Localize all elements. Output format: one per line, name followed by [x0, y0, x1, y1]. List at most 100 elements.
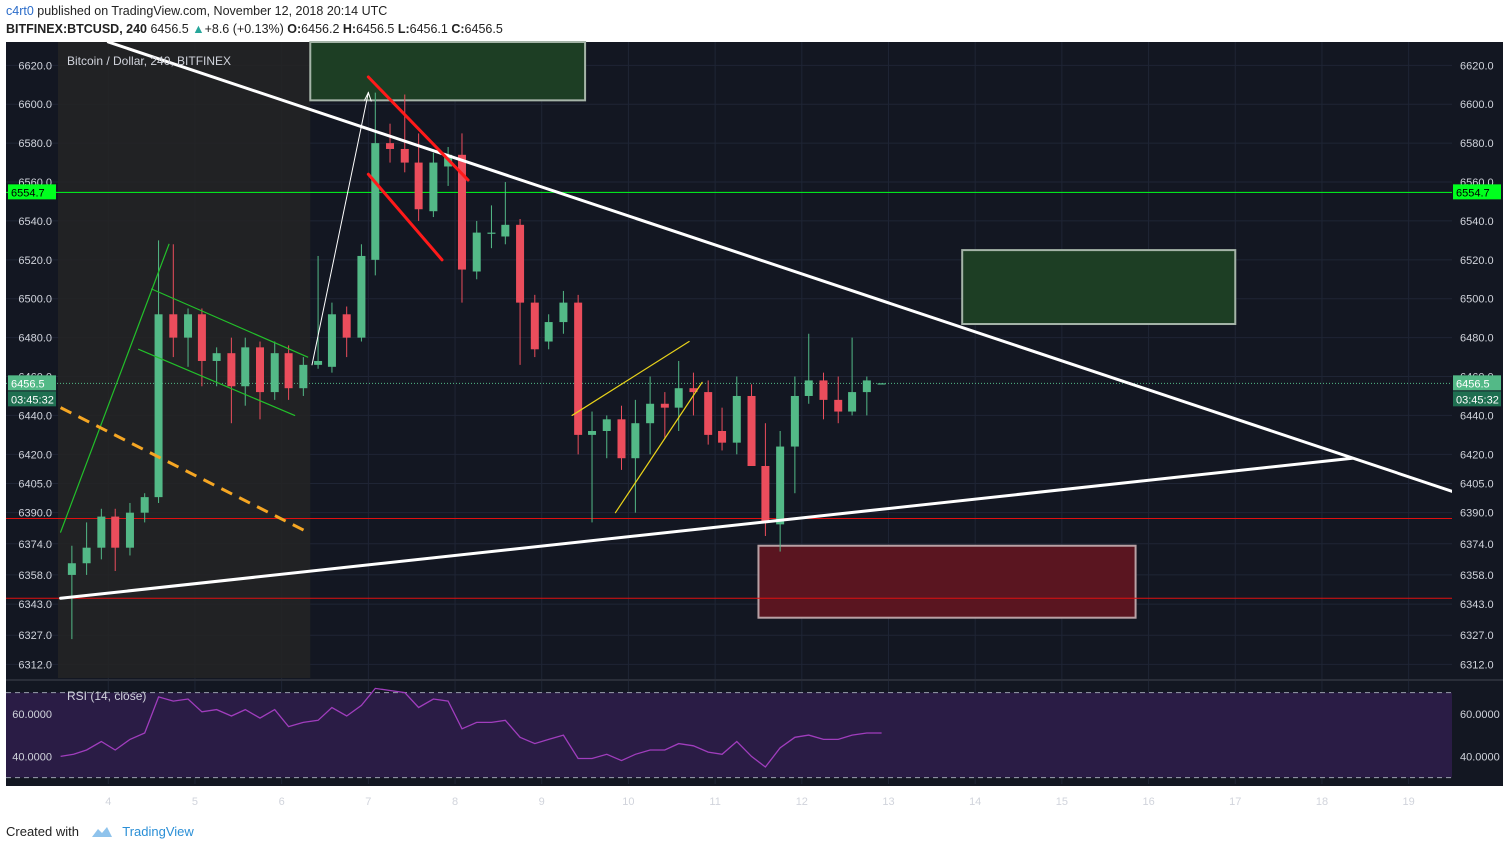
zone-boxes [309, 41, 1237, 619]
candle-up [184, 314, 193, 338]
rsi-line [60, 687, 882, 768]
y-tick-left: 6405.0 [18, 479, 52, 491]
y-tick-left: 6500.0 [18, 294, 52, 306]
y-tick-left: 6390.0 [18, 508, 52, 520]
x-tick-label: 11 [709, 796, 720, 808]
candle-down [255, 347, 264, 393]
green-box-right [961, 249, 1237, 326]
candle-down [574, 302, 583, 435]
y-tick-left: 6327.0 [18, 630, 52, 642]
y-tick-left: 6480.0 [18, 333, 52, 345]
tradingview-link[interactable]: TradingView [122, 824, 194, 839]
high-label: H: [342, 22, 357, 36]
chart-area[interactable]: 6312.0 6312.0 6327.0 6327.0 6343.0 6343.0 6358… [0, 40, 1511, 818]
y-tick-right: 6390.0 [1460, 508, 1494, 520]
candle-down [819, 380, 828, 400]
low-label: L: [397, 22, 410, 36]
x-tick-label: 15 [1056, 796, 1068, 808]
price-badge-right-bg [1453, 375, 1501, 391]
x-tick-label: 8 [452, 796, 458, 808]
yellow-lower [614, 381, 703, 514]
candle-up [848, 392, 857, 412]
x-tick-label: 6 [279, 796, 285, 808]
y-tick-right: 6343.0 [1460, 599, 1494, 611]
axes: 6312.0 6312.0 6327.0 6327.0 6343.0 6343.0 6358… [8, 60, 1501, 808]
close-value: 6456.5 [464, 22, 503, 36]
candle-up [674, 388, 683, 408]
rsi-band [6, 692, 1452, 778]
candle-up [472, 232, 481, 272]
red-channel-lower [366, 172, 444, 262]
candle-up [82, 547, 91, 564]
y-tick-right: 6420.0 [1460, 449, 1494, 461]
candle-up [125, 512, 134, 548]
candle-up [732, 395, 741, 443]
rsi-title: RSI (14, close) [67, 689, 146, 703]
yellow-upper [571, 340, 690, 417]
x-tick-label: 7 [365, 796, 371, 808]
candle-up [862, 380, 871, 393]
level-badge-left-bg [8, 184, 56, 200]
x-tick-label: 18 [1316, 796, 1328, 808]
green-flag-upper [151, 288, 309, 358]
y-tick-right: 6358.0 [1460, 570, 1494, 582]
symbol-ohlc-line: BITFINEX:BTCUSD, 240 6456.5 ▲+8.6 (+0.13… [6, 22, 503, 36]
ascending-support [59, 456, 1354, 600]
y-tick-left: 6540.0 [18, 216, 52, 228]
y-tick-right: 6374.0 [1460, 539, 1494, 551]
candle-up [588, 430, 597, 435]
y-tick-right: 6580.0 [1460, 138, 1494, 150]
y-tick-left: 6520.0 [18, 255, 52, 267]
candle-up [602, 419, 611, 431]
created-with-label: Created with [6, 824, 79, 839]
white-arrow-up [311, 92, 369, 366]
tradingview-logo-icon [91, 825, 113, 842]
candle-up [299, 364, 308, 389]
red-box [757, 544, 1137, 619]
y-tick-left: 6440.0 [18, 410, 52, 422]
rsi-tick-right: 40.0000 [1460, 751, 1500, 763]
candle-down [761, 466, 770, 523]
x-tick-label: 5 [192, 796, 198, 808]
price-badge-right: 6456.5 [1456, 378, 1490, 390]
candle-up [646, 403, 655, 424]
low-value: 6456.1 [409, 22, 448, 36]
y-tick-left: 6374.0 [18, 539, 52, 551]
y-tick-right: 6600.0 [1460, 99, 1494, 111]
last-price: 6456.5 [150, 22, 189, 36]
y-tick-right: 6312.0 [1460, 659, 1494, 671]
candle-up [67, 563, 76, 575]
candle-up [314, 360, 323, 365]
x-tick-label: 13 [882, 796, 894, 808]
y-tick-left: 6620.0 [18, 60, 52, 72]
candle-up [501, 224, 510, 237]
candle-down [386, 143, 395, 149]
y-tick-left: 6580.0 [18, 138, 52, 150]
green-flag-lower [138, 348, 296, 417]
candle-down [400, 148, 409, 163]
candle-up [154, 314, 163, 498]
level-badge-right-bg [1453, 184, 1501, 200]
candle-down [747, 395, 756, 466]
y-tick-right: 6520.0 [1460, 255, 1494, 267]
open-label: O: [287, 22, 302, 36]
level-badge-right: 6554.7 [1456, 187, 1490, 199]
y-tick-right: 6405.0 [1460, 479, 1494, 491]
published-text: published on TradingView.com, November 1… [37, 4, 388, 18]
y-tick-left: 6312.0 [18, 659, 52, 671]
price-badge-left: 6456.5 [11, 378, 45, 390]
price-chart[interactable]: 6312.0 6312.0 6327.0 6327.0 6343.0 6343.0 6358… [0, 40, 1511, 818]
up-triangle-icon: ▲ [192, 22, 205, 36]
level-badge-left: 6554.7 [11, 187, 45, 199]
y-tick-right: 6480.0 [1460, 333, 1494, 345]
candle-up [790, 395, 799, 447]
close-label: C: [451, 22, 465, 36]
y-tick-left: 6358.0 [18, 570, 52, 582]
x-tick-label: 16 [1142, 796, 1154, 808]
author-link[interactable]: c4rt0 [6, 4, 34, 18]
chart-title: Bitcoin / Dollar, 240, BITFINEX [67, 54, 231, 68]
green-box-top [309, 41, 587, 102]
candle-up [487, 232, 496, 234]
y-tick-right: 6540.0 [1460, 216, 1494, 228]
rsi-tick-right: 60.0000 [1460, 709, 1500, 721]
